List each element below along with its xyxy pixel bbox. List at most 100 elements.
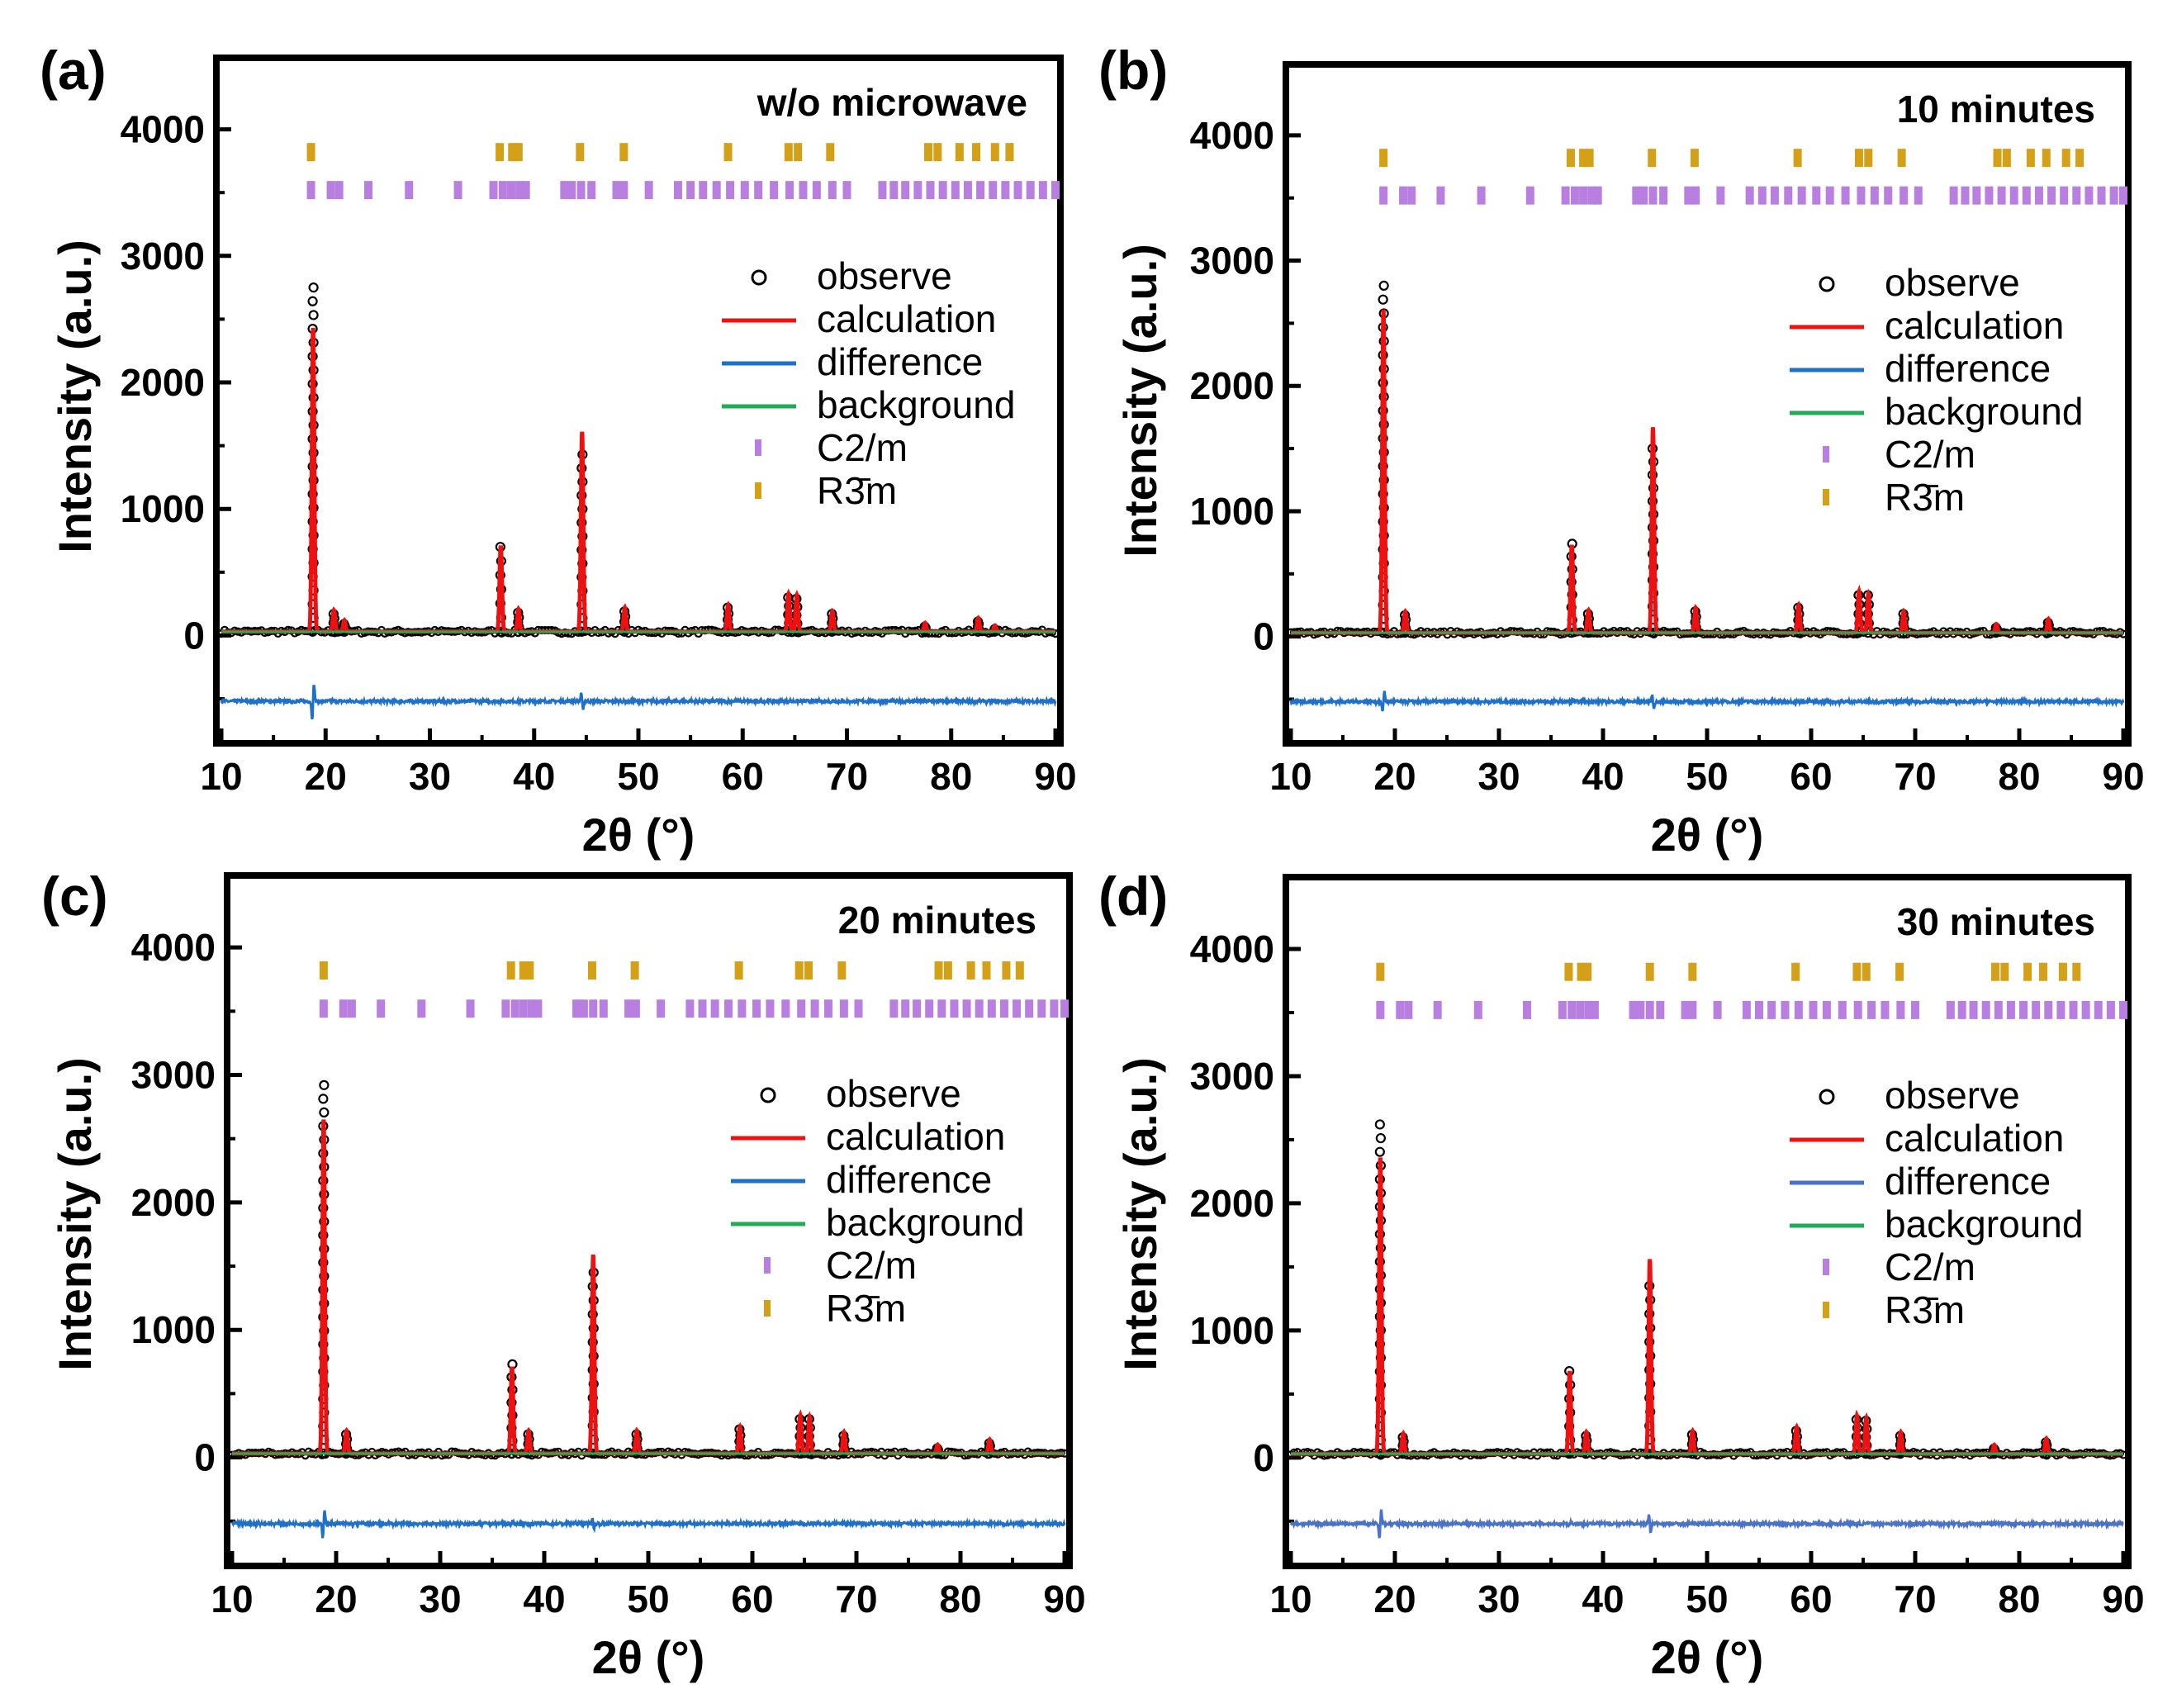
panel-label: (b) [1098, 40, 1168, 101]
r3m-bragg-tick [982, 961, 991, 980]
c2m-bragg-tick [1794, 1000, 1803, 1019]
panel-c: (c) 20 minutes 10 20 30 40 50 60 70 80 90 0 1000 2000… [41, 866, 1086, 1683]
x-tick-label: 50 [1686, 755, 1728, 798]
c2m-bragg-tick [1825, 186, 1834, 205]
c2m-bragg-tick [1587, 186, 1596, 205]
x-tick-label: 70 [1894, 1578, 1936, 1620]
y-axis-title: Intensity (a.u.) [49, 240, 101, 553]
c2m-bragg-tick [1645, 1000, 1654, 1019]
c2m-bragg-tick [2009, 186, 2018, 205]
c2m-bragg-tick [1688, 1000, 1697, 1019]
c2m-bragg-tick [1713, 1000, 1722, 1019]
legend-label: C2/m [1885, 433, 1975, 476]
c2m-bragg-tick [587, 181, 596, 200]
c2m-bragg-tick [466, 999, 475, 1018]
c2m-bragg-tick [1523, 1000, 1532, 1019]
c2m-bragg-tick [334, 181, 344, 200]
c2m-bragg-tick [1050, 999, 1059, 1018]
x-tick-label: 70 [835, 1578, 877, 1620]
y-axis-title: Intensity (a.u.) [1114, 1057, 1166, 1371]
y-tick-label: 4000 [131, 926, 216, 969]
c2m-bragg-tick [567, 181, 576, 200]
c2m-bragg-tick [576, 181, 586, 200]
legend-label: R3̄m [1885, 476, 1965, 519]
c2m-bragg-tick [657, 999, 666, 1018]
legend-observe-marker [1819, 276, 1835, 292]
r3m-bragg-tick [784, 143, 793, 162]
c2m-bragg-tick [1629, 1000, 1638, 1019]
c2m-bragg-tick [781, 999, 790, 1018]
c2m-bragg-tick [854, 999, 863, 1018]
legend: observecalculationdifferencebackgroundC2… [722, 254, 1015, 512]
c2m-bragg-tick [510, 999, 519, 1018]
c2m-bragg-tick [889, 181, 899, 200]
x-tick-label: 70 [1894, 755, 1936, 798]
c2m-bragg-tick [673, 181, 682, 200]
c2m-bragg-tick [1914, 186, 1923, 205]
c2m-bragg-tick [1013, 181, 1022, 200]
legend-label: calculation [817, 297, 996, 340]
c2m-bragg-tick [1997, 186, 2006, 205]
c2m-bragg-tick [1396, 1000, 1405, 1019]
legend-label: R3̄m [1885, 1288, 1965, 1331]
r3m-bragg-tick [1015, 961, 1024, 980]
y-tick-label: 4000 [1190, 928, 1274, 970]
legend-label: observe [826, 1072, 961, 1115]
c2m-bragg-tick [963, 181, 972, 200]
x-tick-label: 60 [1790, 1578, 1832, 1620]
legend-label: background [817, 383, 1015, 426]
c2m-bragg-tick [797, 999, 806, 1018]
observed-point [307, 296, 318, 306]
y-tick-label: 0 [1253, 615, 1274, 658]
c2m-bragg-tick [1561, 186, 1570, 205]
observed-point [1374, 1146, 1385, 1157]
r3m-bragg-tick [525, 961, 534, 980]
y-tick-label: 3000 [121, 235, 205, 278]
c2m-bragg-tick [377, 999, 386, 1018]
c2m-bragg-tick [1579, 186, 1588, 205]
x-tick-label: 10 [1269, 1578, 1311, 1620]
x-tick-label: 10 [200, 755, 242, 798]
r3m-bragg-tick [1864, 149, 1873, 168]
c2m-bragg-tick [1812, 186, 1821, 205]
c2m-bragg-tick [2085, 186, 2094, 205]
y-axis-title: Intensity (a.u.) [1114, 244, 1166, 557]
c2m-bragg-tick [1060, 999, 1069, 1018]
legend-tick-marker [1823, 1302, 1829, 1318]
c2m-bragg-tick [1957, 1000, 1966, 1019]
observed-point [319, 1107, 330, 1117]
r3m-bragg-tick [1690, 149, 1699, 168]
panel-title: 30 minutes [1897, 900, 2095, 943]
c2m-bragg-tick [1433, 1000, 1442, 1019]
c2m-bragg-tick [766, 999, 775, 1018]
r3m-bragg-tick [934, 961, 943, 980]
y-tick-label: 3000 [131, 1054, 216, 1097]
x-tick-label: 80 [1998, 1578, 2040, 1620]
r3m-bragg-tick [2075, 149, 2085, 168]
observed-point [1378, 294, 1388, 305]
x-tick-label: 90 [1043, 1578, 1085, 1620]
legend-tick-marker [764, 1257, 771, 1274]
c2m-bragg-tick [599, 999, 608, 1018]
r3m-bragg-tick [794, 961, 804, 980]
c2m-bragg-tick [987, 999, 996, 1018]
r3m-bragg-tick [1002, 961, 1011, 980]
r3m-bragg-tick [630, 961, 639, 980]
x-tick-label: 30 [419, 1578, 461, 1620]
r3m-bragg-tick [306, 143, 315, 162]
r3m-bragg-tick [1005, 143, 1014, 162]
c2m-bragg-tick [2034, 186, 2043, 205]
r3m-bragg-tick [1379, 149, 1388, 168]
c2m-bragg-tick [712, 181, 721, 200]
difference-line [1289, 690, 2125, 712]
legend: observecalculationdifferencebackgroundC2… [731, 1072, 1024, 1330]
x-axis-title: 2θ (°) [1651, 809, 1764, 861]
legend-label: difference [1885, 1160, 2051, 1203]
c2m-bragg-tick [2109, 186, 2118, 205]
x-tick-label: 50 [1686, 1578, 1728, 1620]
legend-tick-marker [755, 439, 761, 456]
panel-title: 10 minutes [1897, 88, 2095, 130]
r3m-bragg-tick [1862, 962, 1871, 981]
x-tick-label: 70 [826, 755, 868, 798]
legend-label: observe [1885, 261, 2020, 304]
